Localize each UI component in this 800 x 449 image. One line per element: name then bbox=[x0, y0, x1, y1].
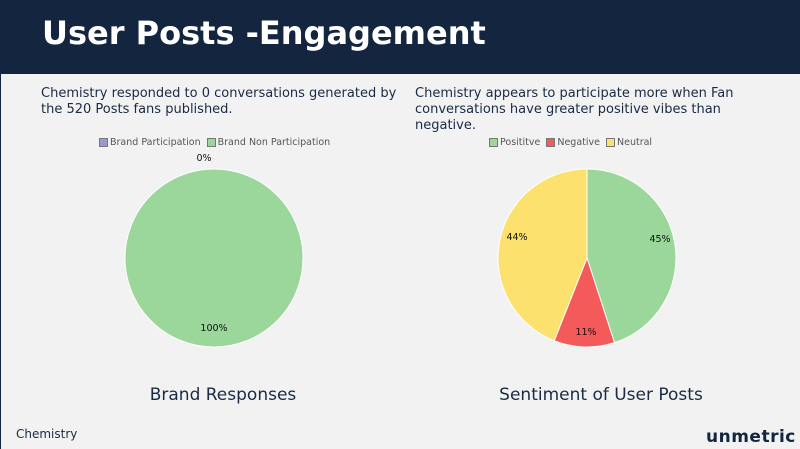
sentiment-legend: Posititve Negative Neutral bbox=[489, 137, 652, 148]
legend-label: Neutral bbox=[617, 137, 653, 148]
sentiment-description: Chemistry appears to participate more wh… bbox=[415, 86, 734, 133]
header-bar: User Posts -Engagement bbox=[0, 0, 800, 74]
left-edge-divider bbox=[0, 74, 1, 449]
brand-responses-description: Chemistry responded to 0 conversations g… bbox=[41, 86, 397, 117]
footer-brand-label: Chemistry bbox=[16, 427, 78, 441]
legend-label: Negative bbox=[557, 137, 600, 148]
legend-item-brand-participation: Brand Participation bbox=[99, 137, 201, 148]
legend-item-positive: Posititve bbox=[489, 137, 540, 148]
legend-label: Posititve bbox=[500, 137, 541, 148]
legend-item-neutral: Neutral bbox=[606, 137, 652, 148]
pie-data-label: 100% bbox=[200, 323, 227, 334]
legend-label: Brand Non Participation bbox=[217, 137, 331, 148]
pie-data-label: 44% bbox=[506, 232, 527, 243]
legend-item-negative: Negative bbox=[546, 137, 600, 148]
pie-data-label: 45% bbox=[649, 234, 670, 245]
legend-swatch bbox=[489, 138, 498, 147]
brand-responses-legend: Brand Participation Brand Non Participat… bbox=[99, 137, 330, 148]
pie-slice-brand-non-participation bbox=[124, 168, 304, 348]
legend-item-brand-non-participation: Brand Non Participation bbox=[206, 137, 331, 148]
sentiment-chart-title: Sentiment of User Posts bbox=[499, 385, 703, 405]
brand-responses-chart-title: Brand Responses bbox=[149, 385, 297, 405]
pie-slice-neutral bbox=[497, 168, 588, 342]
legend-swatch bbox=[606, 138, 615, 147]
legend-swatch bbox=[206, 138, 216, 147]
legend-swatch bbox=[546, 138, 556, 147]
pie-data-label: 0% bbox=[196, 153, 211, 164]
unmetric-logo: unmetric bbox=[706, 427, 796, 447]
pie-slice-posititve bbox=[586, 168, 677, 344]
pie-data-label: 11% bbox=[575, 327, 596, 338]
legend-label: Brand Participation bbox=[110, 137, 201, 148]
page-title: User Posts -Engagement bbox=[42, 14, 486, 52]
legend-swatch bbox=[99, 138, 108, 147]
